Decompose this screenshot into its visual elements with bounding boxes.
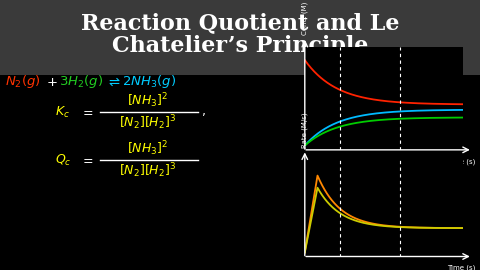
Text: $[N_2][H_2]^3$: $[N_2][H_2]^3$ (120, 162, 177, 180)
Text: $[NH_3]^2$: $[NH_3]^2$ (127, 92, 168, 110)
Text: Chatelier’s Principle: Chatelier’s Principle (112, 35, 368, 57)
Text: Reaction Quotient and Le: Reaction Quotient and Le (81, 12, 399, 34)
Text: $=$: $=$ (80, 106, 94, 119)
Text: $3H_2(g)$: $3H_2(g)$ (59, 73, 103, 90)
Text: $\,\rightleftharpoons\,$: $\,\rightleftharpoons\,$ (104, 76, 121, 89)
Text: $=$: $=$ (80, 154, 94, 167)
Text: $N_2(g)$: $N_2(g)$ (5, 73, 41, 90)
Bar (0, 0, 480, 75)
Text: Time (s): Time (s) (447, 158, 476, 164)
Text: ,: , (202, 106, 206, 119)
Text: Rate (M/s): Rate (M/s) (301, 112, 308, 148)
Text: $K_c$: $K_c$ (55, 104, 70, 120)
Text: $2NH_3(g)$: $2NH_3(g)$ (122, 73, 177, 90)
Text: $[N_2][H_2]^3$: $[N_2][H_2]^3$ (120, 114, 177, 132)
Text: $Q_c$: $Q_c$ (55, 153, 72, 168)
Text: $\,+\,$: $\,+\,$ (42, 76, 58, 89)
Text: Time (s): Time (s) (447, 264, 476, 270)
Text: $[NH_3]^2$: $[NH_3]^2$ (127, 140, 168, 158)
Text: Conc. (M): Conc. (M) (301, 2, 308, 35)
